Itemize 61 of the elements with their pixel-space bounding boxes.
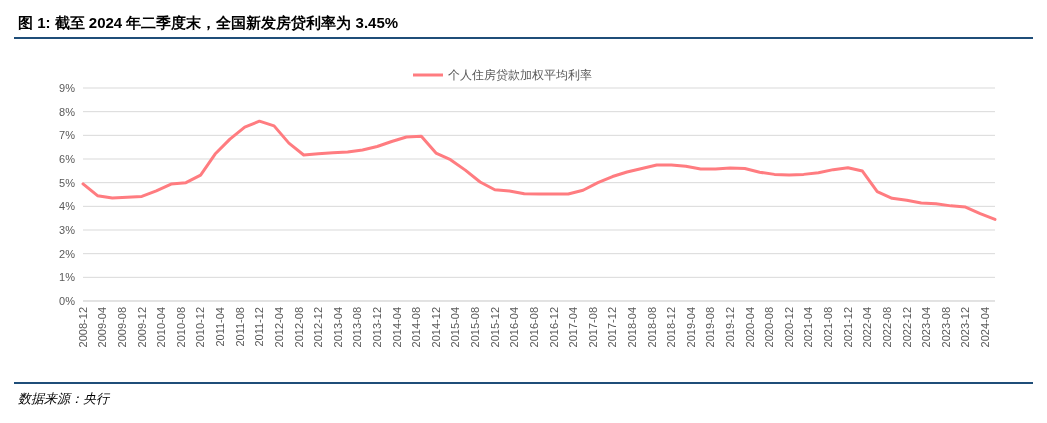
x-tick-label: 2015-04 <box>449 307 462 348</box>
x-tick-label: 2009-04 <box>96 307 109 348</box>
x-tick-label: 2014-04 <box>390 307 403 348</box>
x-tick-label: 2018-04 <box>625 307 638 348</box>
x-tick-label: 2013-08 <box>351 307 364 348</box>
x-tick-label: 2016-12 <box>547 307 560 348</box>
x-tick-label: 2011-04 <box>213 307 226 347</box>
x-tick-label: 2016-08 <box>527 307 540 348</box>
y-tick-label: 3% <box>59 223 76 236</box>
x-tick-label: 2023-08 <box>939 307 952 348</box>
x-tick-label: 2009-08 <box>116 307 128 348</box>
x-tick-label: 2017-04 <box>567 307 580 348</box>
x-tick-label: 2015-12 <box>488 307 501 348</box>
y-tick-label: 1% <box>59 271 76 284</box>
x-tick-label: 2022-04 <box>861 307 874 348</box>
x-tick-label: 2012-04 <box>272 307 285 348</box>
y-tick-label: 5% <box>59 176 76 189</box>
x-tick-label: 2009-12 <box>135 307 148 348</box>
x-tick-label: 2016-04 <box>508 307 521 348</box>
x-tick-label: 2011-08 <box>233 307 246 347</box>
x-tick-label: 2014-08 <box>410 307 423 348</box>
x-tick-label: 2019-04 <box>684 307 697 348</box>
x-tick-label: 2010-04 <box>155 307 168 348</box>
x-tick-label: 2019-12 <box>724 307 736 348</box>
x-tick-label: 2021-12 <box>841 307 854 348</box>
x-tick-label: 2013-12 <box>371 307 384 348</box>
x-tick-label: 2011-12 <box>253 307 266 347</box>
x-tick-label: 2014-12 <box>429 307 442 348</box>
x-tick-label: 2024-04 <box>979 307 992 348</box>
x-tick-label: 2017-08 <box>586 307 599 348</box>
source-note: 数据来源：央行 <box>18 391 111 406</box>
line-series <box>81 119 997 221</box>
x-tick-label: 2012-12 <box>312 307 325 348</box>
x-tick-label: 2023-12 <box>959 307 972 348</box>
x-tick-label: 2021-08 <box>822 307 835 348</box>
y-tick-label: 8% <box>59 105 76 118</box>
x-tick-label: 2021-04 <box>802 307 815 348</box>
chart-title: 图 1: 截至 2024 年二季度末，全国新发房贷利率为 3.45% <box>18 14 399 31</box>
y-tick-label: 4% <box>59 200 76 213</box>
x-tick-label: 2008-12 <box>76 307 89 348</box>
x-tick-label: 2023-04 <box>920 307 933 348</box>
x-tick-label: 2017-12 <box>606 307 619 348</box>
x-tick-label: 2022-08 <box>880 307 893 348</box>
y-tick-label: 2% <box>59 247 76 260</box>
x-tick-label: 2012-08 <box>292 307 305 348</box>
x-tick-label: 2019-08 <box>704 307 717 348</box>
x-tick-label: 2015-08 <box>468 307 481 348</box>
y-tick-label: 0% <box>59 294 76 307</box>
y-tick-label: 7% <box>59 129 76 142</box>
x-tick-label: 2020-04 <box>743 307 756 348</box>
legend-label: 个人住房贷款加权平均利率 <box>448 68 592 83</box>
x-tick-label: 2010-08 <box>174 307 187 348</box>
x-tick-label: 2020-08 <box>763 307 776 348</box>
x-tick-label: 2013-04 <box>331 307 344 348</box>
x-tick-label: 2010-12 <box>194 307 207 348</box>
x-tick-label: 2020-12 <box>782 307 795 348</box>
y-tick-label: 9% <box>59 81 76 94</box>
y-tick-label: 6% <box>59 152 76 165</box>
x-tick-label: 2022-12 <box>900 307 913 348</box>
x-tick-label: 2018-08 <box>645 307 658 348</box>
x-tick-label: 2018-12 <box>665 307 678 348</box>
